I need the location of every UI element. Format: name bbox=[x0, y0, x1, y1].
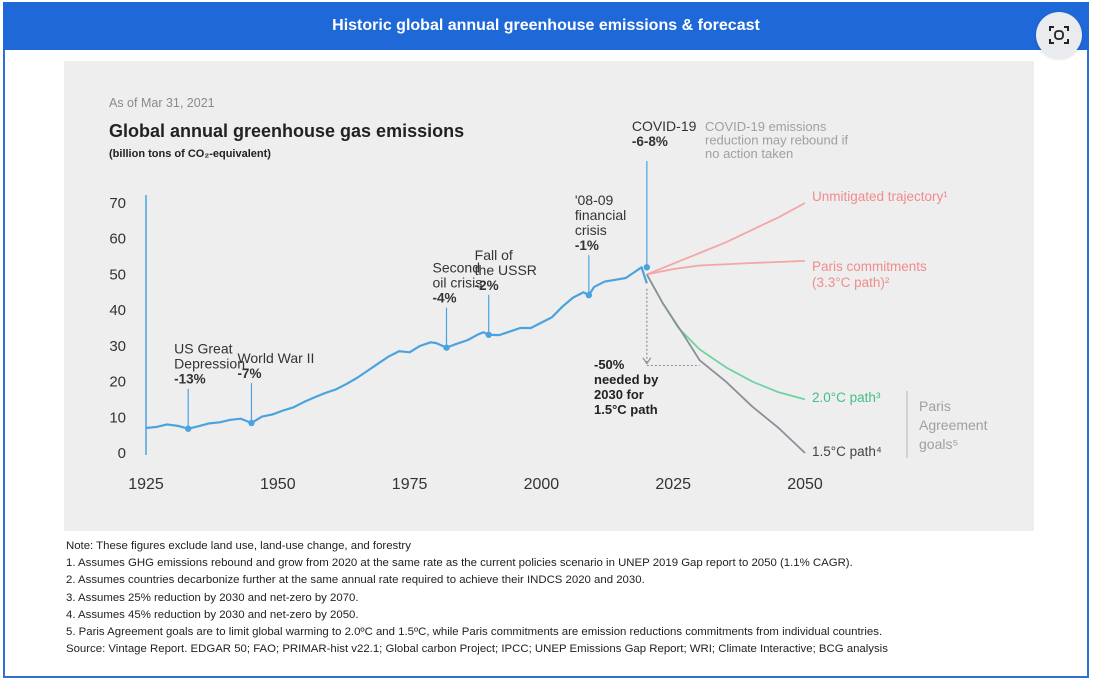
y-tick-label: 60 bbox=[109, 231, 126, 248]
target-note: -50% bbox=[594, 357, 625, 372]
header-bar: Historic global annual greenhouse emissi… bbox=[3, 2, 1089, 50]
event-label: financial bbox=[575, 207, 626, 223]
event-point bbox=[585, 291, 593, 299]
forecast-line-1 bbox=[646, 202, 806, 276]
series-label-unmitigated: Unmitigated trajectory¹ bbox=[812, 189, 948, 204]
series-label-2c: 2.0°C path³ bbox=[812, 390, 881, 405]
note-line: 5. Paris Agreement goals are to limit gl… bbox=[66, 626, 883, 639]
note-line: 2. Assumes countries decarbonize further… bbox=[66, 574, 645, 587]
event-percent: -13% bbox=[174, 372, 206, 387]
note-line: Source: Vintage Report. EDGAR 50; FAO; P… bbox=[66, 643, 888, 656]
forecast-line-2 bbox=[646, 259, 806, 276]
screenshot-scan-icon bbox=[1049, 26, 1069, 44]
y-tick-label: 0 bbox=[118, 445, 126, 462]
paris-goals-label: Agreement bbox=[919, 417, 988, 433]
event-percent: -1% bbox=[575, 238, 599, 253]
event-label: oil crisis bbox=[433, 275, 483, 291]
footnotes: Note: These figures exclude land use, la… bbox=[66, 538, 1076, 658]
header-title: Historic global annual greenhouse emissi… bbox=[332, 17, 760, 34]
chart-subtitle: (billion tons of CO₂-equivalent) bbox=[109, 148, 271, 160]
event-label: Fall of bbox=[475, 247, 513, 263]
paris-goals-label: goals⁵ bbox=[919, 436, 958, 452]
forecast-line-4 bbox=[646, 273, 806, 454]
event-point bbox=[643, 264, 651, 271]
event-label: crisis bbox=[575, 222, 607, 238]
event-point bbox=[248, 419, 255, 427]
y-tick-label: 70 bbox=[109, 195, 126, 212]
emissions-chart: As of Mar 31, 2021 Global annual greenho… bbox=[109, 96, 988, 493]
event-label: World War II bbox=[237, 350, 314, 366]
event-label: Depression bbox=[174, 356, 245, 372]
x-tick-label: 1950 bbox=[260, 476, 296, 493]
series-label-paris-2: (3.3°C path)² bbox=[812, 275, 890, 290]
event-percent: -4% bbox=[433, 291, 457, 306]
event-label: the USSR bbox=[475, 262, 537, 278]
series-label-15c: 1.5°C path⁴ bbox=[812, 444, 882, 459]
historic-emissions-line bbox=[145, 266, 648, 430]
x-tick-label: 1975 bbox=[392, 476, 428, 493]
event-point bbox=[184, 425, 192, 432]
event-percent: -2% bbox=[475, 278, 499, 293]
paris-goals-label: Paris bbox=[919, 398, 951, 414]
x-tick-label: 1925 bbox=[128, 476, 164, 493]
note-line: 3. Assumes 25% reduction by 2030 and net… bbox=[66, 591, 359, 604]
note-line: 1. Assumes GHG emissions rebound and gro… bbox=[66, 557, 853, 570]
event-percent: -6-8% bbox=[632, 134, 668, 149]
note-line: Note: These figures exclude land use, la… bbox=[66, 540, 411, 552]
y-tick-label: 50 bbox=[109, 266, 126, 283]
screenshot-scan-button[interactable] bbox=[1036, 12, 1082, 58]
target-note: 1.5°C path bbox=[594, 402, 658, 417]
event-label: US Great bbox=[174, 341, 232, 357]
target-note: 2030 for bbox=[594, 387, 644, 402]
y-tick-label: 40 bbox=[109, 302, 126, 319]
event-point bbox=[443, 344, 450, 351]
covid-rebound-note: reduction may rebound if bbox=[705, 133, 848, 148]
event-label: '08-09 bbox=[575, 192, 614, 208]
chart-panel: As of Mar 31, 2021 Global annual greenho… bbox=[64, 61, 1034, 531]
covid-rebound-note: COVID-19 emissions bbox=[705, 119, 827, 134]
target-note: needed by bbox=[594, 372, 659, 387]
event-label: COVID-19 bbox=[632, 118, 697, 134]
y-tick-label: 20 bbox=[109, 374, 126, 391]
x-tick-label: 2025 bbox=[655, 476, 691, 493]
target-arrow-head bbox=[642, 357, 652, 365]
note-line: 4. Assumes 45% reduction by 2030 and net… bbox=[66, 608, 359, 621]
x-tick-label: 2050 bbox=[787, 476, 823, 493]
event-percent: -7% bbox=[237, 366, 261, 381]
chart-title: Global annual greenhouse gas emissions bbox=[109, 121, 464, 141]
series-label-paris: Paris commitments bbox=[812, 259, 927, 274]
event-label: Second bbox=[433, 260, 480, 276]
event-point bbox=[485, 331, 492, 338]
chart-date: As of Mar 31, 2021 bbox=[109, 96, 215, 110]
y-tick-label: 30 bbox=[109, 338, 126, 355]
covid-rebound-note: no action taken bbox=[705, 146, 793, 161]
y-tick-label: 10 bbox=[109, 409, 126, 426]
x-tick-label: 2000 bbox=[524, 476, 560, 493]
